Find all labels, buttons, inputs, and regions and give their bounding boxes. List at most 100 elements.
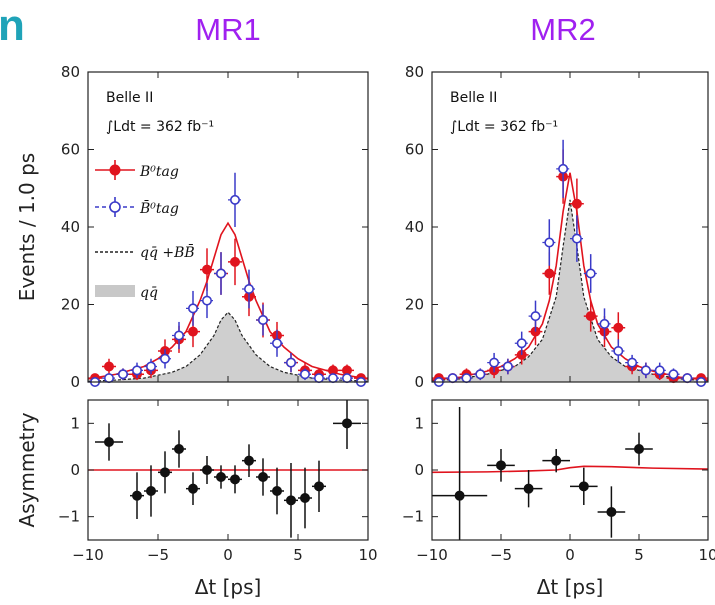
y-axis-label: Events / 1.0 ps <box>15 153 39 301</box>
data-point-asymmetry <box>188 483 198 494</box>
data-point-btagbar <box>571 233 582 244</box>
data-point-btag <box>544 268 555 279</box>
data-point-asymmetry <box>132 490 142 501</box>
data-point-asymmetry <box>314 481 324 492</box>
data-point-btagbar <box>146 361 157 372</box>
data-point-btagbar <box>174 330 185 341</box>
data-point-btag <box>585 311 596 322</box>
data-point-btagbar <box>188 303 199 314</box>
axes-frame <box>431 399 709 541</box>
y-tick-label: 60 <box>405 141 424 159</box>
data-point-btag <box>613 322 624 333</box>
data-point-asymmetry <box>606 507 617 517</box>
data-point-btagbar <box>613 345 624 356</box>
data-point-btagbar <box>257 314 268 325</box>
data-point-asymmetry <box>551 455 562 466</box>
y-tick-label: 0 <box>414 373 424 391</box>
x-tick-label: 5 <box>293 546 303 564</box>
legend-label-qq-bb: qq̄ +BB̄ <box>140 243 195 261</box>
x-tick-label: 0 <box>223 546 233 564</box>
data-point-btagbar <box>489 357 500 368</box>
legend-label-btagbar: B̄⁰tag <box>139 199 179 217</box>
panel-title-mr2: MR2 <box>530 12 595 47</box>
data-point-btagbar <box>682 373 693 384</box>
data-point-asymmetry <box>104 437 114 447</box>
legend-entry-btagbar: B̄⁰tag <box>95 197 179 217</box>
y-tick-label: 1 <box>70 414 80 432</box>
data-point-btagbar <box>627 357 638 368</box>
data-point-asymmetry <box>160 467 170 478</box>
data-point-asymmetry <box>523 483 534 494</box>
data-point-btagbar <box>160 353 171 364</box>
curve-qq-bb <box>87 311 369 382</box>
data-point-asymmetry <box>202 465 212 475</box>
data-point-btagbar <box>118 369 129 380</box>
x-tick-label: −5 <box>490 546 512 564</box>
data-point-asymmetry <box>244 455 254 466</box>
data-point-btagbar <box>285 357 296 368</box>
data-point-btag <box>202 264 212 275</box>
y-tick-label: 0 <box>70 461 80 479</box>
data-point-btagbar <box>447 373 458 384</box>
data-point-asymmetry <box>146 486 156 496</box>
y-tick-label: 40 <box>405 218 424 236</box>
legend-label-qq: qq̄ <box>140 285 158 301</box>
y-tick-label: 80 <box>405 63 424 81</box>
y-tick-label: −1 <box>58 508 80 526</box>
data-point-btagbar <box>530 311 541 322</box>
area-qq <box>432 199 708 382</box>
data-point-btagbar <box>516 338 527 349</box>
data-point-btagbar <box>202 295 213 306</box>
area-qq <box>88 312 368 382</box>
data-point-btagbar <box>654 365 665 376</box>
legend: B⁰tag B̄⁰tag qq̄ +BB̄ qq̄ <box>95 160 195 301</box>
legend-entry-qq: qq̄ <box>95 285 158 301</box>
data-point-btagbar <box>502 361 513 372</box>
x-tick-label: 0 <box>565 546 575 564</box>
data-point-asymmetry <box>286 495 296 506</box>
fit-curve <box>431 465 709 474</box>
data-point-btagbar <box>668 369 679 380</box>
data-point-btagbar <box>599 318 610 329</box>
data-point-btagbar <box>230 194 241 205</box>
y-tick-label: 40 <box>61 218 80 236</box>
legend-entry-qq-bb: qq̄ +BB̄ <box>95 243 195 261</box>
x-tick-label: −5 <box>147 546 169 564</box>
x-tick-label: −10 <box>72 546 104 564</box>
data-point-btagbar <box>461 373 472 384</box>
data-point-asymmetry <box>454 490 465 501</box>
panel-mr2-top: 0 20 40 60 80 <box>405 63 709 391</box>
x-tick-label: 10 <box>698 546 715 564</box>
x-tick-label: 5 <box>634 546 644 564</box>
data-point-btagbar <box>544 237 555 248</box>
x-axis-label: Δt [ps] <box>195 575 262 599</box>
y-tick-label: 1 <box>414 414 424 432</box>
y-axis-label: Asymmetry <box>15 412 39 527</box>
data-point-btagbar <box>132 365 143 376</box>
y-tick-label: 60 <box>61 141 80 159</box>
data-point-btagbar <box>585 268 596 279</box>
y-tick-label: 0 <box>70 373 80 391</box>
data-point-asymmetry <box>174 444 184 454</box>
data-point-asymmetry <box>634 444 644 454</box>
data-point-btagbar <box>299 369 310 380</box>
legend-swatch-qq <box>95 285 135 297</box>
experiment-label-mr2: Belle II <box>450 90 497 106</box>
legend-label-btag: B⁰tag <box>139 164 179 180</box>
panel-mr1-top: 0 20 40 60 80 Events / 1.0 ps <box>15 63 369 391</box>
lumi-label-mr2: ∫Ldt = 362 fb⁻¹ <box>450 119 558 135</box>
data-point-asymmetry <box>342 418 352 429</box>
data-point-btagbar <box>271 338 282 349</box>
data-point-btagbar <box>104 373 115 384</box>
data-point-btag <box>571 198 582 209</box>
data-point-asymmetry <box>578 481 589 492</box>
x-tick-label: 10 <box>358 546 377 564</box>
legend-entry-btag: B⁰tag <box>95 160 179 180</box>
lumi-label-mr1: ∫Ldt = 362 fb⁻¹ <box>106 119 214 135</box>
data-point-btagbar <box>341 373 352 384</box>
cut-title: n <box>0 1 25 50</box>
